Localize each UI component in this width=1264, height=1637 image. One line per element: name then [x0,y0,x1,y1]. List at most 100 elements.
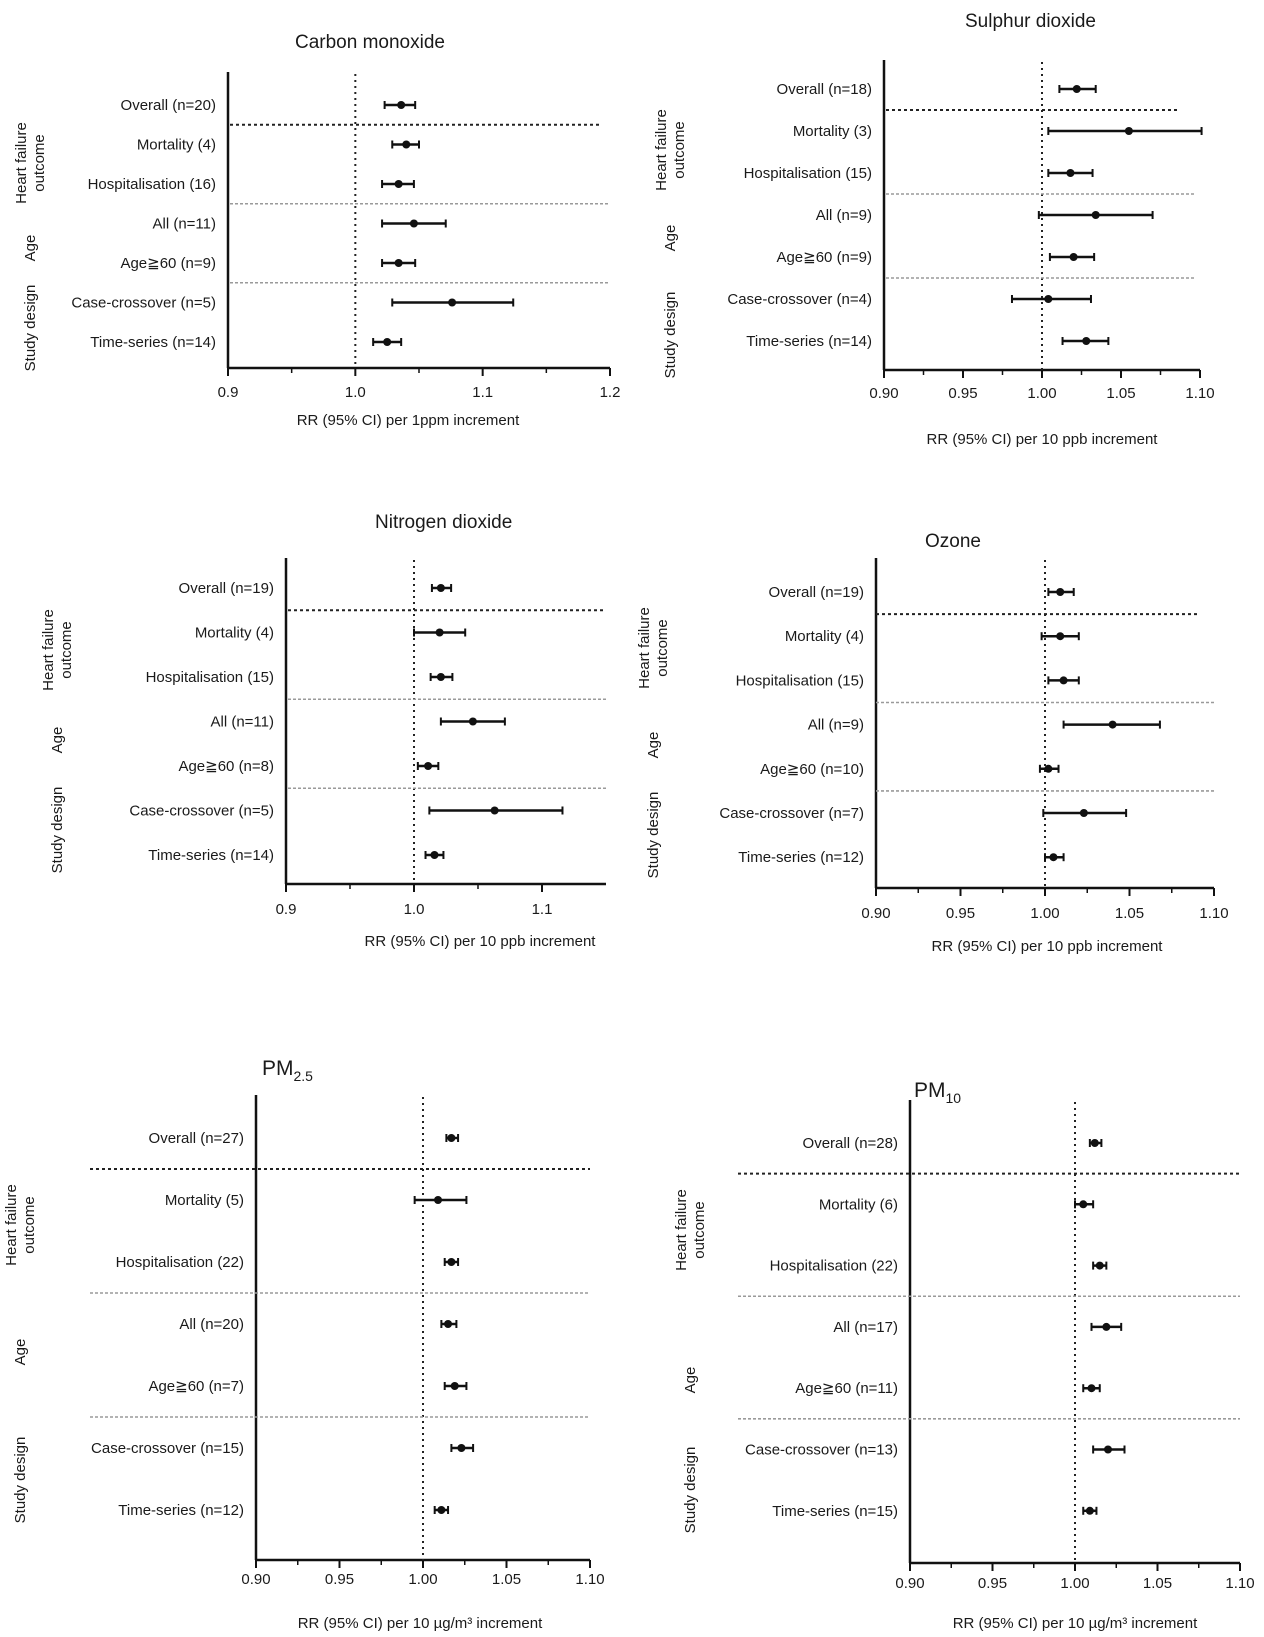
x-tick-label: 1.00 [1030,905,1059,922]
point-estimate [450,1382,459,1390]
panel-title: Sulphur dioxide [965,11,1096,32]
panel-title: Ozone [925,531,981,552]
row-label: Mortality (4) [785,628,864,645]
x-tick-label: 1.05 [1143,1575,1172,1592]
point-estimate [1069,253,1078,261]
point-estimate [447,1258,456,1266]
row-label: Time-series (n=12) [118,1502,244,1519]
x-axis-label: RR (95% CI) per 10 ppb increment [365,933,597,950]
group-label: Heart failureoutcome [13,122,48,204]
row-label: Hospitalisation (22) [116,1254,244,1271]
row-label: Time-series (n=14) [90,334,216,351]
row-label: Mortality (4) [137,137,216,154]
point-estimate [1091,211,1100,219]
point-estimate [1124,127,1133,135]
group-label: Heart failureoutcome [3,1184,38,1266]
point-estimate [1059,676,1068,685]
point-estimate [444,1320,453,1328]
row-label: Mortality (4) [195,625,274,642]
group-label: Age [662,225,679,252]
row-label: Mortality (6) [819,1196,898,1213]
group-label: Heart failureoutcome [636,607,671,689]
point-estimate [490,806,499,815]
row-label: Hospitalisation (15) [736,672,864,689]
x-axis-label: RR (95% CI) per 10 µg/m³ increment [953,1615,1198,1632]
point-estimate [468,717,477,726]
row-label: Time-series (n=12) [738,849,864,866]
row-label: Hospitalisation (16) [88,176,216,193]
group-label: Age [12,1339,29,1366]
row-label: Overall (n=19) [179,580,274,597]
x-tick-label: 1.1 [472,384,493,401]
group-label: Heart failureoutcome [653,109,688,191]
forest-panel-1: Carbon monoxide 0.9 1.0 1.1 1.2 RR (95% CI) p… [13,32,620,429]
x-tick-label: 1.05 [1106,385,1135,402]
group-label: Heart failureoutcome [673,1189,708,1271]
x-tick-label: 0.9 [276,901,297,918]
x-tick-label: 1.00 [408,1571,437,1588]
point-estimate [394,180,403,188]
row-label: Time-series (n=14) [746,333,872,350]
x-tick-label: 1.10 [1185,385,1214,402]
point-estimate [1056,632,1065,641]
row-label: Age≧60 (n=9) [120,255,216,272]
row-label: Case-crossover (n=7) [719,805,864,822]
row-label: Mortality (5) [165,1192,244,1209]
group-label: Study design [49,787,66,874]
forest-panel-3: Nitrogen dioxide 0.9 1.0 1.1 RR (95% CI) per… [40,512,606,950]
x-tick-label: 1.00 [1027,385,1056,402]
x-tick-label: 1.10 [575,1571,604,1588]
x-tick-label: 0.95 [948,385,977,402]
x-tick-label: 1.1 [532,901,553,918]
panel-title: Carbon monoxide [295,32,445,53]
point-estimate [436,673,445,681]
row-label: Age≧60 (n=11) [795,1380,898,1397]
x-tick-label: 0.90 [895,1575,924,1592]
group-label: Study design [662,292,679,379]
row-label: All (n=11) [152,216,216,233]
row-label: All (n=20) [179,1316,244,1333]
x-tick-label: 1.0 [345,384,366,401]
point-estimate [1095,1261,1104,1270]
row-label: Mortality (3) [793,123,872,140]
point-estimate [1049,853,1058,862]
point-estimate [430,851,439,859]
row-label: Hospitalisation (15) [146,669,274,686]
row-label: All (n=11) [210,714,274,731]
forest-panel-5: PM2.5 0.90 0.95 1.00 1.05 1.10 RR (95% CI) per… [3,1057,605,1632]
x-tick-label: 1.2 [600,384,621,401]
group-label: Age [49,727,66,754]
point-estimate [424,762,433,770]
row-label: Case-crossover (n=4) [727,291,872,308]
x-tick-label: 0.90 [869,385,898,402]
x-tick-label: 1.05 [492,1571,521,1588]
row-label: Hospitalisation (22) [770,1258,898,1275]
row-label: All (n=9) [816,207,872,224]
point-estimate [1056,588,1065,596]
x-tick-label: 0.95 [946,905,975,922]
group-label: Study design [22,285,39,372]
row-label: Overall (n=18) [777,81,872,98]
row-label: Time-series (n=14) [148,847,274,864]
x-tick-label: 0.90 [861,905,890,922]
panel-title-subscript: 10 [946,1090,962,1106]
point-estimate [1108,720,1117,729]
x-tick-label: 0.90 [241,1571,270,1588]
row-label: All (n=17) [833,1319,898,1336]
row-label: Case-crossover (n=5) [129,803,274,820]
x-axis-label: RR (95% CI) per 10 µg/m³ increment [298,1615,543,1632]
point-estimate [1066,169,1075,177]
group-label: Age [645,732,662,759]
point-estimate [1072,85,1081,93]
point-estimate [434,1196,443,1204]
point-estimate [457,1444,466,1452]
point-estimate [1044,295,1053,303]
x-tick-label: 1.10 [1199,905,1228,922]
point-estimate [437,1506,446,1514]
point-estimate [435,628,444,637]
forest-panel-2: Sulphur dioxide 0.90 0.95 1.00 1.05 1.10 RR (9… [653,11,1215,448]
point-estimate [447,1134,456,1142]
panel-title: PM2.5 [262,1057,313,1084]
group-label: Heart failureoutcome [40,609,75,691]
point-estimate [1087,1384,1096,1393]
